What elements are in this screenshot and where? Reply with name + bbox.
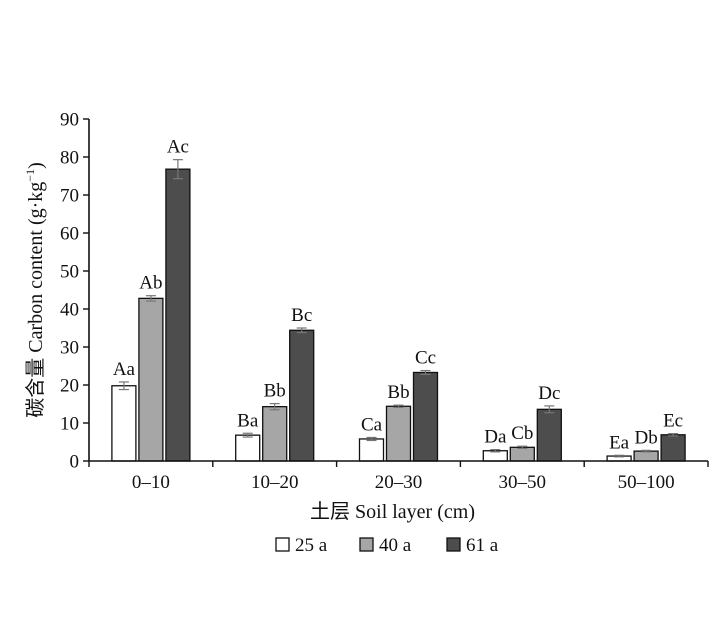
legend-swatch	[275, 537, 290, 552]
y-tick-label: 90	[60, 110, 79, 131]
legend-swatch	[446, 537, 461, 552]
y-axis-title-main: 碳含量 Carbon content (g·kg	[24, 182, 47, 418]
error-bars-layer	[118, 159, 679, 458]
y-axis-title: 碳含量 Carbon content (g·kg−1)	[23, 162, 47, 418]
y-tick-label: 20	[60, 376, 79, 397]
significance-label: Ac	[167, 137, 189, 158]
x-tick-label: 50–100	[618, 472, 675, 493]
bars-layer	[111, 168, 686, 462]
significance-label: Dc	[538, 383, 560, 404]
y-tick-label: 10	[60, 414, 79, 435]
significance-label: Bb	[387, 382, 409, 403]
significance-label: Ba	[237, 410, 259, 431]
significance-labels-layer: Aa Ba Ca Da Ea Ab Bb Bb Cb Db Ac Bc Cc Dc Ec	[113, 137, 683, 454]
significance-label: Aa	[113, 359, 136, 380]
y-axis-ticks: 0 10 20 30 40 50 60 70 80 90	[60, 110, 89, 473]
significance-label: Cb	[511, 423, 533, 444]
bar	[412, 371, 439, 462]
bar	[165, 168, 191, 462]
y-tick-label: 80	[60, 148, 79, 169]
y-tick-label: 50	[60, 262, 79, 283]
significance-label: Ca	[361, 414, 383, 435]
bar	[262, 406, 288, 462]
significance-label: Ec	[663, 411, 683, 432]
legend-swatch	[359, 537, 374, 552]
significance-label: Da	[484, 427, 507, 448]
y-tick-label: 30	[60, 338, 79, 359]
bar	[509, 446, 535, 462]
x-axis-title: 土层 Soil layer (cm)	[310, 500, 475, 523]
bar	[289, 329, 315, 462]
bar	[633, 450, 659, 462]
y-tick-label: 0	[70, 452, 80, 473]
x-axis-ticks: 0–10 10–20 20–30 30–50 50–100	[88, 461, 709, 493]
x-tick-label: 20–30	[375, 472, 423, 493]
bar	[358, 438, 385, 462]
significance-label: Ab	[139, 273, 162, 294]
x-tick-label: 30–50	[499, 472, 547, 493]
bar	[111, 385, 137, 462]
y-axis-title-superscript: −1	[23, 169, 37, 182]
legend-label: 61 a	[466, 535, 499, 556]
y-axis-title-close: )	[25, 162, 47, 169]
y-tick-label: 70	[60, 186, 79, 207]
bar	[385, 405, 412, 462]
bar	[138, 297, 164, 462]
legend-label: 25 a	[295, 535, 328, 556]
significance-label: Bb	[264, 381, 286, 402]
x-tick-label: 10–20	[251, 472, 299, 493]
significance-label: Db	[634, 427, 657, 448]
bar	[660, 434, 686, 462]
bar	[235, 434, 261, 462]
significance-label: Ea	[609, 432, 630, 453]
significance-label: Bc	[291, 305, 312, 326]
y-tick-label: 40	[60, 300, 79, 321]
significance-label: Cc	[415, 348, 436, 369]
x-tick-label: 0–10	[132, 472, 170, 493]
legend-label: 40 a	[379, 535, 412, 556]
bar	[536, 408, 562, 462]
legend: 25 a 40 a 61 a	[275, 535, 499, 556]
y-tick-label: 60	[60, 224, 79, 245]
